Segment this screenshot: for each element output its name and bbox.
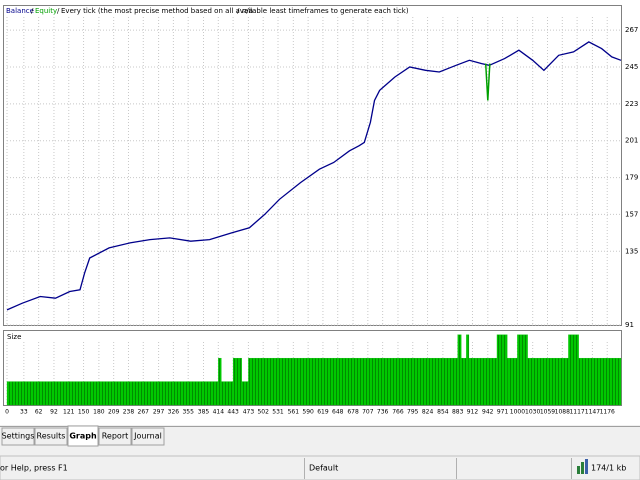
- tab[interactable]: [131, 427, 165, 446]
- x-tick-label: 531: [272, 409, 284, 416]
- size-bar: [232, 357, 242, 406]
- x-tick-label: 297: [153, 409, 165, 416]
- x-tick-label: 1059: [540, 409, 555, 416]
- x-tick-label: 824: [422, 409, 434, 416]
- legend-model: Every tick (the most precise method base…: [61, 7, 409, 15]
- x-tick-label: 355: [182, 409, 194, 416]
- size-bar: [496, 334, 508, 406]
- x-tick-label: 385: [198, 409, 210, 416]
- status-help: or Help, press F1: [0, 464, 68, 473]
- size-bar: [221, 381, 234, 406]
- tab[interactable]: [67, 425, 99, 447]
- size-bar: [241, 381, 249, 406]
- y-tick-label: 179: [625, 174, 638, 182]
- status-profile: Default: [309, 464, 338, 473]
- x-tick-label: 326: [168, 409, 180, 416]
- x-tick-label: 942: [482, 409, 494, 416]
- size-bar: [6, 381, 219, 406]
- size-bar: [248, 357, 458, 406]
- legend-sep: /: [57, 7, 60, 15]
- x-tick-label: 1030: [525, 409, 540, 416]
- legend: Balance / Equity / Every tick (the most …: [6, 7, 409, 15]
- y-tick-label: 135: [625, 247, 638, 255]
- size-bar: [578, 357, 622, 406]
- y-tick-label: 267: [625, 26, 638, 34]
- x-tick-label: 1117: [569, 409, 584, 416]
- x-tick-label: 766: [392, 409, 404, 416]
- size-bar: [468, 357, 498, 406]
- x-tick-label: 443: [227, 409, 239, 416]
- tab[interactable]: [1, 427, 35, 446]
- x-tick-label: 590: [302, 409, 314, 416]
- tab[interactable]: [98, 427, 132, 446]
- y-tick-label: 223: [625, 100, 638, 108]
- tab-label[interactable]: Settings: [2, 432, 35, 441]
- series-line: [484, 63, 491, 101]
- x-tick-label: 180: [93, 409, 105, 416]
- tab-label[interactable]: Report: [102, 432, 129, 441]
- y-tick-label: 91: [625, 321, 634, 329]
- x-tick-label: 854: [437, 409, 449, 416]
- x-tick-label: 414: [213, 409, 225, 416]
- x-tick-label: 267: [138, 409, 150, 416]
- tab[interactable]: [34, 427, 68, 446]
- size-label: Size: [7, 333, 21, 341]
- y-tick-label: 157: [625, 210, 638, 218]
- status-traffic: 174/1 kb: [591, 464, 626, 473]
- traffic-icon: [577, 459, 588, 474]
- y-tick-label: 201: [625, 137, 638, 145]
- tab-label[interactable]: Results: [37, 432, 66, 441]
- tabs: Settings Results Graph Report Journal: [1, 425, 165, 447]
- legend-spread: n/a: [242, 7, 253, 15]
- x-tick-label: 619: [317, 409, 329, 416]
- x-tick-label: 1000: [510, 409, 525, 416]
- x-tick-label: 238: [123, 409, 135, 416]
- legend-equity: Equity: [35, 7, 57, 15]
- x-tick-label: 678: [347, 409, 359, 416]
- x-tick-label: 971: [497, 409, 509, 416]
- size-bar: [218, 357, 222, 406]
- x-tick-label: 209: [108, 409, 120, 416]
- x-tick-label: 121: [63, 409, 75, 416]
- size-bar: [457, 334, 462, 406]
- x-tick-label: 150: [78, 409, 90, 416]
- x-tick-label: 473: [243, 409, 255, 416]
- size-bar: [517, 334, 528, 406]
- x-tick-label: 561: [288, 409, 300, 416]
- x-tick-label: 33: [20, 409, 28, 416]
- x-tick-label: 1176: [600, 409, 615, 416]
- x-tick-label: 1088: [555, 409, 570, 416]
- size-bar: [527, 357, 569, 406]
- x-tick-label: 883: [452, 409, 464, 416]
- legend-balance: Balance: [6, 7, 34, 15]
- x-tick-label: 92: [50, 409, 58, 416]
- series-line: [6, 41, 622, 311]
- y-tick-label: 245: [625, 63, 638, 71]
- tab-label[interactable]: Journal: [133, 432, 162, 441]
- main-plot-frame: [3, 5, 622, 326]
- size-bar: [568, 334, 579, 406]
- size-bar: [461, 357, 467, 406]
- size-bar: [507, 357, 518, 406]
- x-tick-label: 795: [407, 409, 419, 416]
- legend-sep: /: [31, 7, 34, 15]
- x-tick-label: 1147: [585, 409, 600, 416]
- x-tick-label: 0: [5, 409, 9, 416]
- size-bar: [466, 334, 470, 406]
- x-tick-label: 736: [377, 409, 389, 416]
- x-tick-label: 707: [362, 409, 374, 416]
- x-tick-label: 62: [35, 409, 43, 416]
- legend-sep: /: [237, 7, 240, 15]
- x-tick-label: 648: [332, 409, 344, 416]
- status-bar: [0, 455, 640, 480]
- x-tick-label: 912: [467, 409, 479, 416]
- x-tick-label: 502: [257, 409, 269, 416]
- tab-label[interactable]: Graph: [69, 432, 97, 441]
